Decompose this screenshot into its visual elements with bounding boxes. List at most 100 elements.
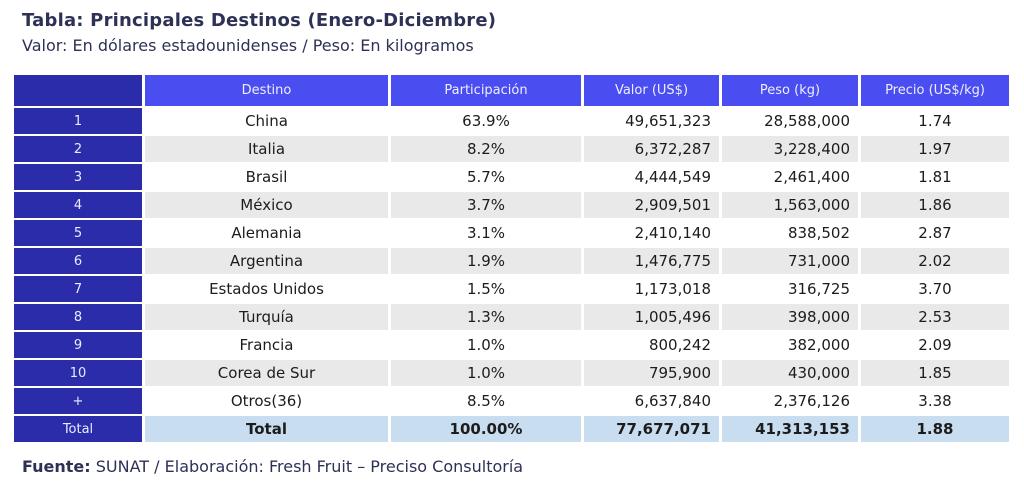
row-participacion-cell: 1.3% xyxy=(391,304,581,330)
table-row: 2 Italia 8.2% 6,372,287 3,228,400 1.97 xyxy=(14,136,1009,162)
row-participacion-cell: 1.0% xyxy=(391,360,581,386)
row-rank-cell: 6 xyxy=(14,248,142,274)
row-precio-cell: 2.53 xyxy=(861,304,1009,330)
row-precio-cell: 3.70 xyxy=(861,276,1009,302)
row-valor-cell: 77,677,071 xyxy=(584,416,719,442)
row-peso-cell: 838,502 xyxy=(722,220,858,246)
row-rank-cell: 2 xyxy=(14,136,142,162)
header-row: Destino Participación Valor (US$) Peso (… xyxy=(14,75,1009,106)
table-row: 1 China 63.9% 49,651,323 28,588,000 1.74 xyxy=(14,108,1009,134)
row-destino-cell: Francia xyxy=(145,332,388,358)
row-rank-cell: 5 xyxy=(14,220,142,246)
row-peso-cell: 28,588,000 xyxy=(722,108,858,134)
row-rank-cell: + xyxy=(14,388,142,414)
row-rank-cell: 8 xyxy=(14,304,142,330)
row-precio-cell: 1.74 xyxy=(861,108,1009,134)
row-valor-cell: 800,242 xyxy=(584,332,719,358)
column-header-participacion: Participación xyxy=(391,75,581,106)
row-rank-cell: 1 xyxy=(14,108,142,134)
row-peso-cell: 41,313,153 xyxy=(722,416,858,442)
row-precio-cell: 1.86 xyxy=(861,192,1009,218)
row-valor-cell: 6,637,840 xyxy=(584,388,719,414)
table-row: + Otros(36) 8.5% 6,637,840 2,376,126 3.3… xyxy=(14,388,1009,414)
row-precio-cell: 1.97 xyxy=(861,136,1009,162)
row-peso-cell: 2,376,126 xyxy=(722,388,858,414)
table-row: 4 México 3.7% 2,909,501 1,563,000 1.86 xyxy=(14,192,1009,218)
total-row: Total Total 100.00% 77,677,071 41,313,15… xyxy=(14,416,1009,442)
table-row: 5 Alemania 3.1% 2,410,140 838,502 2.87 xyxy=(14,220,1009,246)
row-rank-cell: Total xyxy=(14,416,142,442)
destinations-table: Destino Participación Valor (US$) Peso (… xyxy=(11,73,1012,444)
row-valor-cell: 4,444,549 xyxy=(584,164,719,190)
row-participacion-cell: 100.00% xyxy=(391,416,581,442)
row-precio-cell: 2.02 xyxy=(861,248,1009,274)
row-valor-cell: 2,410,140 xyxy=(584,220,719,246)
row-peso-cell: 316,725 xyxy=(722,276,858,302)
row-participacion-cell: 1.0% xyxy=(391,332,581,358)
row-participacion-cell: 8.5% xyxy=(391,388,581,414)
row-destino-cell: Estados Unidos xyxy=(145,276,388,302)
row-destino-cell: China xyxy=(145,108,388,134)
column-header-index xyxy=(14,75,142,106)
row-valor-cell: 1,005,496 xyxy=(584,304,719,330)
table-row: 7 Estados Unidos 1.5% 1,173,018 316,725 … xyxy=(14,276,1009,302)
table-body: 1 China 63.9% 49,651,323 28,588,000 1.74… xyxy=(14,108,1009,442)
row-destino-cell: Italia xyxy=(145,136,388,162)
row-destino-cell: Argentina xyxy=(145,248,388,274)
row-valor-cell: 1,476,775 xyxy=(584,248,719,274)
row-rank-cell: 10 xyxy=(14,360,142,386)
row-peso-cell: 430,000 xyxy=(722,360,858,386)
table-row: 6 Argentina 1.9% 1,476,775 731,000 2.02 xyxy=(14,248,1009,274)
column-header-precio: Precio (US$/kg) xyxy=(861,75,1009,106)
row-participacion-cell: 3.1% xyxy=(391,220,581,246)
row-destino-cell: Otros(36) xyxy=(145,388,388,414)
source-note: Fuente: SUNAT / Elaboración: Fresh Fruit… xyxy=(0,457,1024,476)
row-valor-cell: 6,372,287 xyxy=(584,136,719,162)
row-precio-cell: 2.09 xyxy=(861,332,1009,358)
table-header-block: Tabla: Principales Destinos (Enero-Dicie… xyxy=(0,0,1024,57)
source-label: Fuente: xyxy=(22,457,91,476)
row-participacion-cell: 1.9% xyxy=(391,248,581,274)
row-peso-cell: 3,228,400 xyxy=(722,136,858,162)
row-peso-cell: 382,000 xyxy=(722,332,858,358)
row-participacion-cell: 63.9% xyxy=(391,108,581,134)
row-peso-cell: 1,563,000 xyxy=(722,192,858,218)
column-header-valor: Valor (US$) xyxy=(584,75,719,106)
row-destino-cell: Corea de Sur xyxy=(145,360,388,386)
source-text: SUNAT / Elaboración: Fresh Fruit – Preci… xyxy=(90,457,524,476)
page-subtitle: Valor: En dólares estadounidenses / Peso… xyxy=(22,36,474,55)
row-valor-cell: 1,173,018 xyxy=(584,276,719,302)
row-precio-cell: 3.38 xyxy=(861,388,1009,414)
row-precio-cell: 1.88 xyxy=(861,416,1009,442)
row-valor-cell: 2,909,501 xyxy=(584,192,719,218)
table-row: 8 Turquía 1.3% 1,005,496 398,000 2.53 xyxy=(14,304,1009,330)
row-rank-cell: 3 xyxy=(14,164,142,190)
column-header-peso: Peso (kg) xyxy=(722,75,858,106)
row-destino-cell: Brasil xyxy=(145,164,388,190)
row-peso-cell: 2,461,400 xyxy=(722,164,858,190)
row-participacion-cell: 3.7% xyxy=(391,192,581,218)
row-peso-cell: 731,000 xyxy=(722,248,858,274)
table-head: Destino Participación Valor (US$) Peso (… xyxy=(14,75,1009,106)
row-rank-cell: 9 xyxy=(14,332,142,358)
row-peso-cell: 398,000 xyxy=(722,304,858,330)
row-destino-cell: México xyxy=(145,192,388,218)
table-row: 10 Corea de Sur 1.0% 795,900 430,000 1.8… xyxy=(14,360,1009,386)
page-title: Tabla: Principales Destinos (Enero-Dicie… xyxy=(22,10,497,31)
row-valor-cell: 49,651,323 xyxy=(584,108,719,134)
column-header-destino: Destino xyxy=(145,75,388,106)
row-valor-cell: 795,900 xyxy=(584,360,719,386)
row-precio-cell: 2.87 xyxy=(861,220,1009,246)
row-participacion-cell: 5.7% xyxy=(391,164,581,190)
row-precio-cell: 1.85 xyxy=(861,360,1009,386)
row-rank-cell: 7 xyxy=(14,276,142,302)
table-row: 9 Francia 1.0% 800,242 382,000 2.09 xyxy=(14,332,1009,358)
row-precio-cell: 1.81 xyxy=(861,164,1009,190)
table-row: 3 Brasil 5.7% 4,444,549 2,461,400 1.81 xyxy=(14,164,1009,190)
row-participacion-cell: 1.5% xyxy=(391,276,581,302)
row-destino-cell: Turquía xyxy=(145,304,388,330)
row-participacion-cell: 8.2% xyxy=(391,136,581,162)
row-rank-cell: 4 xyxy=(14,192,142,218)
row-destino-cell: Total xyxy=(145,416,388,442)
